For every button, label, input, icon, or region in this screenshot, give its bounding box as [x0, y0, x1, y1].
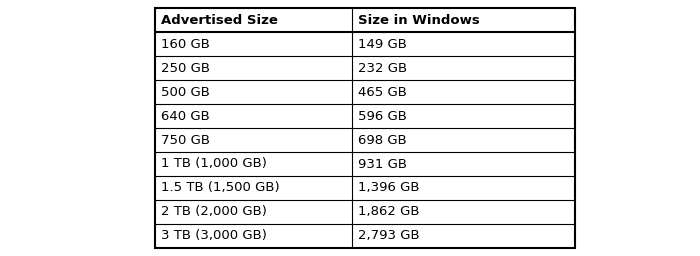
Text: 232 GB: 232 GB	[358, 61, 407, 74]
Text: 250 GB: 250 GB	[161, 61, 210, 74]
Bar	[155, 8, 575, 248]
Text: 149 GB: 149 GB	[358, 37, 407, 50]
Text: Size in Windows: Size in Windows	[358, 14, 480, 27]
Text: 698 GB: 698 GB	[358, 133, 407, 146]
Text: 2 TB (2,000 GB): 2 TB (2,000 GB)	[161, 206, 267, 219]
Text: 1,396 GB: 1,396 GB	[358, 182, 420, 195]
Text: 750 GB: 750 GB	[161, 133, 210, 146]
Text: 500 GB: 500 GB	[161, 86, 210, 99]
Text: Advertised Size: Advertised Size	[161, 14, 278, 27]
Text: 640 GB: 640 GB	[161, 110, 210, 123]
Text: 1 TB (1,000 GB): 1 TB (1,000 GB)	[161, 157, 267, 170]
Text: 596 GB: 596 GB	[358, 110, 407, 123]
Text: 1,862 GB: 1,862 GB	[358, 206, 420, 219]
Text: 465 GB: 465 GB	[358, 86, 407, 99]
Text: 3 TB (3,000 GB): 3 TB (3,000 GB)	[161, 229, 267, 242]
Text: 931 GB: 931 GB	[358, 157, 407, 170]
Text: 1.5 TB (1,500 GB): 1.5 TB (1,500 GB)	[161, 182, 279, 195]
Text: 2,793 GB: 2,793 GB	[358, 229, 420, 242]
Text: 160 GB: 160 GB	[161, 37, 210, 50]
